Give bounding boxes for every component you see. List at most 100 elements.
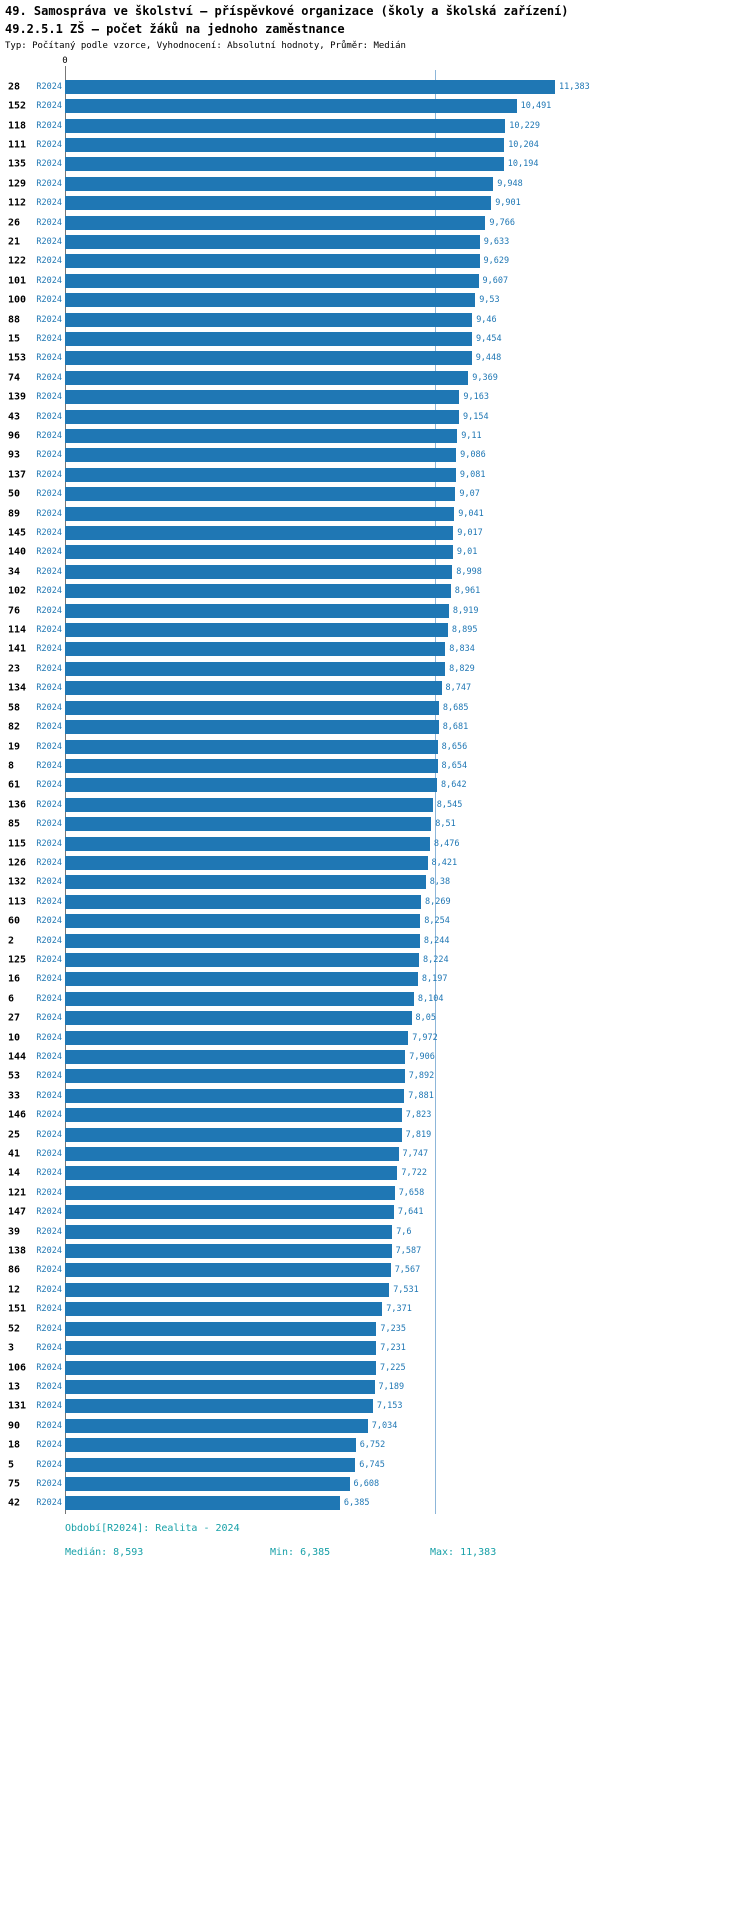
- bar-value-label: 8,05: [415, 1013, 436, 1024]
- bar: [65, 1166, 398, 1181]
- chart-row: 2 R2024 8,244: [0, 931, 750, 950]
- chart-row: 137 R2024 9,081: [0, 465, 750, 484]
- bar: [65, 1302, 383, 1317]
- row-id-label: 74: [8, 372, 21, 384]
- row-period-label: R2024: [36, 683, 62, 694]
- bar: [65, 700, 439, 715]
- row-id-label: 113: [8, 896, 27, 908]
- bar-value-label: 7,153: [376, 1401, 403, 1412]
- bar-value-label: 7,034: [371, 1420, 398, 1431]
- chart-row: 58 R2024 8,685: [0, 698, 750, 717]
- bar: [65, 526, 454, 541]
- row-id-label: 137: [8, 469, 27, 481]
- bar-value-label: 9,163: [463, 392, 489, 403]
- row-period-label: R2024: [36, 702, 62, 713]
- row-period-label: R2024: [36, 1246, 62, 1257]
- row-id-label: 6: [8, 993, 15, 1005]
- bar-value-label: 6,752: [359, 1440, 386, 1451]
- bar: [65, 1379, 375, 1394]
- row-period-label: R2024: [36, 1265, 62, 1276]
- bar: [65, 1244, 392, 1259]
- bar-value-label: 8,224: [423, 954, 449, 965]
- row-period-label: R2024: [36, 663, 62, 674]
- bar: [65, 894, 421, 909]
- row-id-label: 118: [8, 120, 27, 132]
- row-period-label: R2024: [36, 586, 62, 597]
- bar-value-label: 11,383: [559, 81, 590, 92]
- row-period-label: R2024: [36, 353, 62, 364]
- chart-row: 42 R2024 6,385: [0, 1494, 750, 1513]
- row-period-label: R2024: [36, 741, 62, 752]
- bar: [65, 254, 480, 269]
- row-period-label: R2024: [36, 819, 62, 830]
- row-period-label: R2024: [36, 217, 62, 228]
- bar: [65, 273, 479, 288]
- row-id-label: 16: [8, 973, 21, 985]
- row-period-label: R2024: [36, 81, 62, 92]
- row-id-label: 12: [8, 1284, 21, 1296]
- chart-row: 21 R2024 9,633: [0, 232, 750, 251]
- row-id-label: 34: [8, 566, 21, 578]
- row-id-label: 2: [8, 935, 15, 947]
- bar-value-label: 7,6: [396, 1226, 412, 1237]
- bar-value-label: 9,07: [459, 489, 480, 500]
- chart-row: 101 R2024 9,607: [0, 271, 750, 290]
- bar-value-label: 9,086: [460, 450, 486, 461]
- chart-row: 41 R2024 7,747: [0, 1144, 750, 1163]
- row-period-label: R2024: [36, 954, 62, 965]
- row-period-label: R2024: [36, 1401, 62, 1412]
- bar-value-label: 8,961: [454, 586, 481, 597]
- row-period-label: R2024: [36, 1381, 62, 1392]
- bar: [65, 603, 449, 618]
- row-period-label: R2024: [36, 722, 62, 733]
- bar: [65, 1185, 395, 1200]
- row-period-label: R2024: [36, 333, 62, 344]
- chart-row: 134 R2024 8,747: [0, 679, 750, 698]
- row-period-label: R2024: [36, 1459, 62, 1470]
- bar: [65, 506, 455, 521]
- row-period-label: R2024: [36, 1362, 62, 1373]
- row-id-label: 25: [8, 1129, 21, 1141]
- chart-row: 39 R2024 7,6: [0, 1222, 750, 1241]
- chart-row: 132 R2024 8,38: [0, 873, 750, 892]
- bar: [65, 797, 433, 812]
- bar-value-label: 9,154: [463, 411, 489, 422]
- row-period-label: R2024: [36, 1478, 62, 1489]
- bar: [65, 293, 476, 308]
- chart-row: 138 R2024 7,587: [0, 1241, 750, 1260]
- row-id-label: 134: [8, 682, 27, 694]
- row-id-label: 58: [8, 702, 21, 714]
- bar: [65, 545, 453, 560]
- row-id-label: 52: [8, 1323, 21, 1335]
- bar-value-label: 9,01: [456, 547, 478, 558]
- bar: [65, 1282, 390, 1297]
- bar: [65, 991, 414, 1006]
- chart-row: 129 R2024 9,948: [0, 174, 750, 193]
- chart-row: 115 R2024 8,476: [0, 834, 750, 853]
- row-period-label: R2024: [36, 1440, 62, 1451]
- bar-value-label: 7,641: [397, 1207, 424, 1218]
- row-period-label: R2024: [36, 236, 62, 247]
- bar-value-label: 10,194: [507, 159, 539, 170]
- bar: [65, 196, 492, 211]
- bar-value-label: 8,642: [441, 780, 467, 791]
- chart-row: 106 R2024 7,225: [0, 1358, 750, 1377]
- bar-value-label: 9,454: [476, 333, 502, 344]
- bar-value-label: 8,38: [429, 877, 451, 888]
- chart-row: 74 R2024 9,369: [0, 368, 750, 387]
- bar: [65, 836, 430, 851]
- chart-row: 90 R2024 7,034: [0, 1416, 750, 1435]
- chart-row: 53 R2024 7,892: [0, 1067, 750, 1086]
- bar-value-label: 8,685: [442, 702, 469, 713]
- bar: [65, 99, 517, 114]
- row-period-label: R2024: [36, 1168, 62, 1179]
- bar-value-label: 9,46: [476, 314, 497, 325]
- row-id-label: 135: [8, 158, 27, 170]
- chart-row: 60 R2024 8,254: [0, 911, 750, 930]
- bar-value-label: 8,254: [424, 916, 450, 927]
- bar: [65, 234, 480, 249]
- bar-value-label: 10,229: [509, 120, 541, 131]
- bar-value-label: 9,948: [497, 178, 523, 189]
- row-id-label: 5: [8, 1459, 15, 1471]
- bar-value-label: 7,722: [401, 1168, 427, 1179]
